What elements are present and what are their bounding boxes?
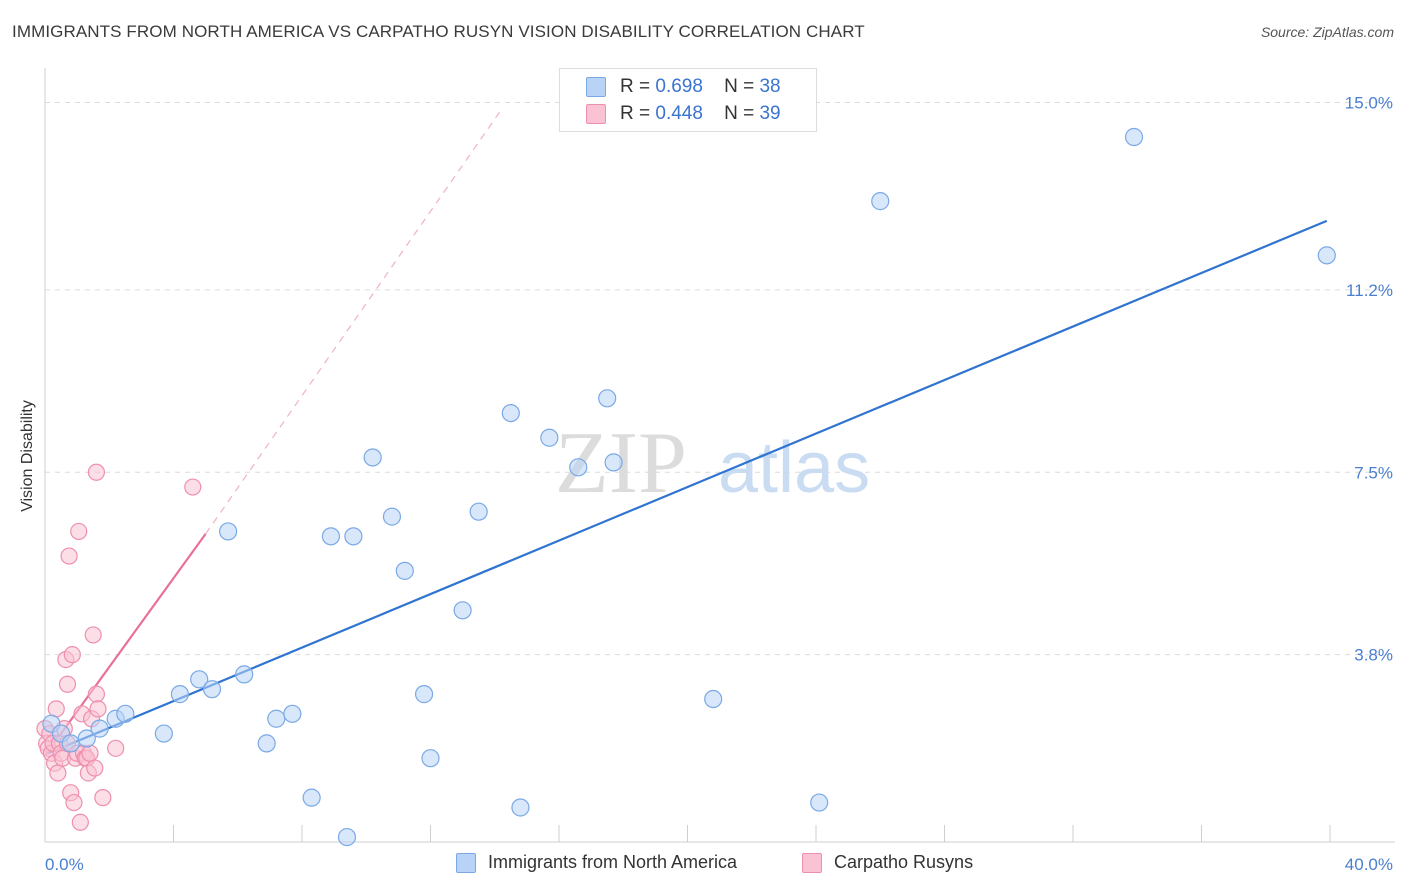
north-america-point xyxy=(569,458,588,477)
north-america-point xyxy=(511,798,530,817)
north-america-point xyxy=(469,502,488,521)
r-label: R = xyxy=(620,76,651,97)
x-tick-label: 40.0% xyxy=(1345,855,1393,874)
carpatho-rusyn-point xyxy=(86,759,104,777)
blue-swatch xyxy=(586,77,606,97)
tick-labels: 3.8% 7.5% 11.2% 15.0% 0.0% 40.0% xyxy=(45,94,1393,874)
north-america-point xyxy=(501,403,520,423)
north-america-point xyxy=(395,561,414,580)
north-america-point xyxy=(321,527,341,546)
y-tick-label: 11.2% xyxy=(1346,281,1393,300)
carpatho-rusyn-point xyxy=(58,675,77,693)
axes xyxy=(44,68,1395,843)
r-label: R = xyxy=(620,103,651,124)
pink-swatch xyxy=(802,852,822,873)
legend-label: Carpatho Rusyns xyxy=(834,852,974,872)
carpatho-rusyn-point xyxy=(84,626,102,644)
carpatho-rusyn-point xyxy=(87,463,106,481)
source-label: Source: ZipAtlas.com xyxy=(1260,24,1394,40)
north-america-point xyxy=(414,685,434,704)
north-america-point xyxy=(302,788,321,807)
north-america-point xyxy=(283,704,302,723)
trend-line-carpatho-rusyns xyxy=(44,533,207,757)
north-america-point xyxy=(810,793,829,812)
north-america-point xyxy=(116,704,135,723)
carpatho-rusyn-point xyxy=(70,522,88,541)
carpatho-rusyn-point xyxy=(184,478,202,496)
north-america-point xyxy=(61,734,80,753)
carpatho-rusyn-point xyxy=(89,700,107,718)
n-value: 38 xyxy=(759,76,781,97)
watermark-atlas: atlas xyxy=(718,428,870,508)
chart-title: IMMIGRANTS FROM NORTH AMERICA VS CARPATH… xyxy=(12,22,865,41)
north-america-point xyxy=(598,389,617,408)
north-america-point xyxy=(267,709,286,728)
legend-label: Immigrants from North America xyxy=(488,852,738,872)
carpatho-rusyn-point xyxy=(65,793,83,812)
carpatho-rusyn-point xyxy=(71,813,89,831)
north-america-point xyxy=(90,719,109,738)
carpatho-rusyn-point xyxy=(49,764,67,782)
north-america-point xyxy=(871,192,890,211)
north-america-point xyxy=(421,749,440,768)
north-america-point xyxy=(382,507,402,526)
y-tick-label: 3.8% xyxy=(1354,646,1393,665)
north-america-point xyxy=(154,724,173,743)
north-america-point xyxy=(453,601,472,620)
north-america-point xyxy=(1317,246,1336,265)
correlation-legend: R = 0.698 N = 38 R = 0.448 N = 39 xyxy=(559,68,817,132)
north-america-point xyxy=(257,734,276,753)
y-tick-label: 7.5% xyxy=(1354,463,1393,482)
carpatho-rusyn-point xyxy=(87,685,106,703)
carpatho-rusyn-point xyxy=(107,739,125,757)
north-america-point xyxy=(170,685,190,704)
points xyxy=(36,127,1336,847)
carpatho-rusyn-point xyxy=(81,744,99,762)
trend-extension-carpatho-rusyns xyxy=(205,109,502,535)
y-tick-label: 15.0% xyxy=(1345,94,1393,113)
pink-swatch xyxy=(586,104,606,124)
r-value: 0.698 xyxy=(655,76,703,97)
carpatho-rusyn-point xyxy=(60,547,78,565)
north-america-point xyxy=(363,448,382,467)
carpatho-rusyn-point xyxy=(47,700,65,718)
north-america-point xyxy=(540,428,559,447)
north-america-point xyxy=(704,689,723,709)
north-america-point xyxy=(337,827,357,847)
north-america-point xyxy=(77,729,96,748)
north-america-point xyxy=(344,527,363,546)
r-value: 0.448 xyxy=(655,103,703,124)
legend-item-carpatho-rusyns[interactable]: Carpatho Rusyns xyxy=(802,852,973,873)
legend-item-north-america[interactable]: Immigrants from North America xyxy=(456,852,737,873)
north-america-point xyxy=(604,453,623,472)
grid-lines xyxy=(45,102,1395,656)
blue-swatch xyxy=(456,852,476,873)
carpatho-rusyn-point xyxy=(94,789,112,807)
north-america-point xyxy=(1124,127,1144,147)
x-tick-label: 0.0% xyxy=(45,855,84,874)
north-america-point xyxy=(219,522,238,541)
series-legend: Immigrants from North America Carpatho R… xyxy=(0,852,1406,878)
north-america-point xyxy=(235,665,254,684)
north-america-point xyxy=(202,680,222,699)
n-label: N = xyxy=(724,76,755,97)
n-label: N = xyxy=(724,103,755,124)
trend-line-north-america xyxy=(47,219,1328,755)
trend-lines xyxy=(44,109,1328,757)
n-value: 39 xyxy=(759,103,781,124)
carpatho-rusyn-point xyxy=(63,646,81,664)
north-america-point xyxy=(190,670,209,689)
